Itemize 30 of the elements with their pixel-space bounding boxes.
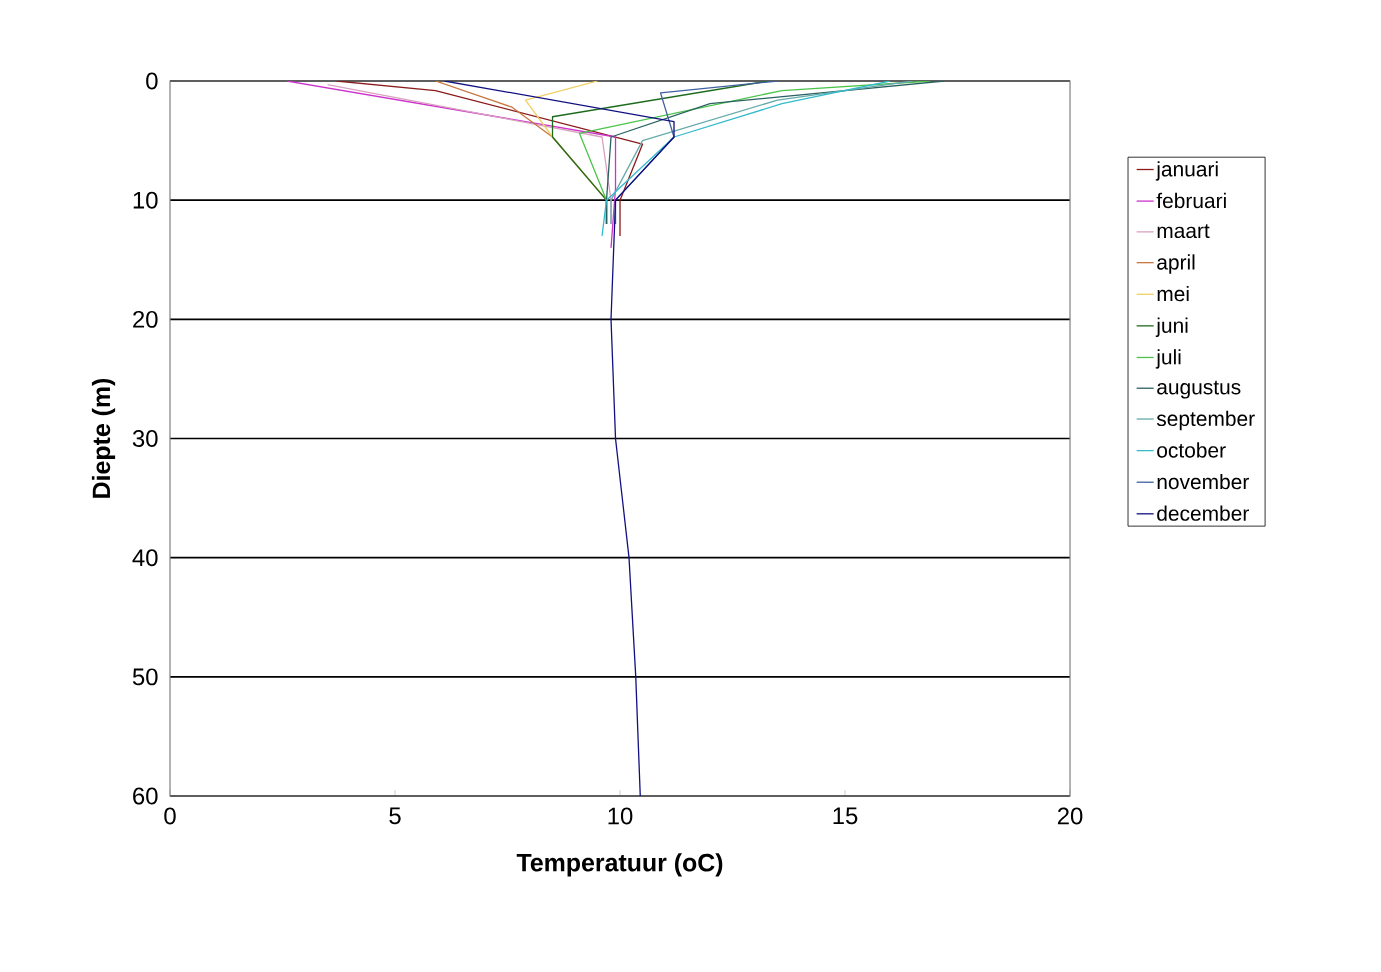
y-tick-label: 0 bbox=[146, 72, 158, 90]
y-tick-label: 20 bbox=[133, 310, 158, 328]
legend-label: april bbox=[1157, 254, 1195, 274]
line-series bbox=[601, 81, 891, 237]
y-tick-label: 50 bbox=[132, 668, 158, 686]
legend-label: augustus bbox=[1157, 380, 1241, 399]
legend-label: mei bbox=[1157, 285, 1189, 302]
y-tick-label: 60 bbox=[133, 787, 158, 805]
y-axis-title: Diepte (m) bbox=[91, 378, 116, 498]
line-series bbox=[286, 81, 617, 249]
legend-label: januari bbox=[1155, 161, 1218, 181]
legend-label: november bbox=[1157, 473, 1249, 490]
line-series bbox=[335, 81, 644, 237]
y-tick-label: 30 bbox=[132, 430, 158, 447]
legend-label: december bbox=[1157, 505, 1249, 521]
x-tick-label: 20 bbox=[1057, 807, 1083, 825]
x-tick-label: 10 bbox=[608, 807, 633, 825]
y-tick-label: 40 bbox=[132, 549, 158, 567]
line-series bbox=[443, 81, 675, 796]
x-tick-label: 0 bbox=[164, 807, 176, 825]
legend-label: maart bbox=[1157, 224, 1210, 239]
legend-label: juli bbox=[1155, 349, 1181, 369]
x-tick-label: 5 bbox=[389, 807, 401, 825]
x-axis-title: Temperatuur (oC) bbox=[516, 853, 723, 877]
x-tick-label: 15 bbox=[833, 807, 858, 825]
legend-label: februari bbox=[1156, 192, 1226, 209]
legend-label: juni bbox=[1155, 317, 1188, 338]
legend-label: october bbox=[1157, 442, 1226, 458]
y-tick-label: 10 bbox=[133, 191, 158, 209]
legend-label: september bbox=[1156, 410, 1255, 431]
